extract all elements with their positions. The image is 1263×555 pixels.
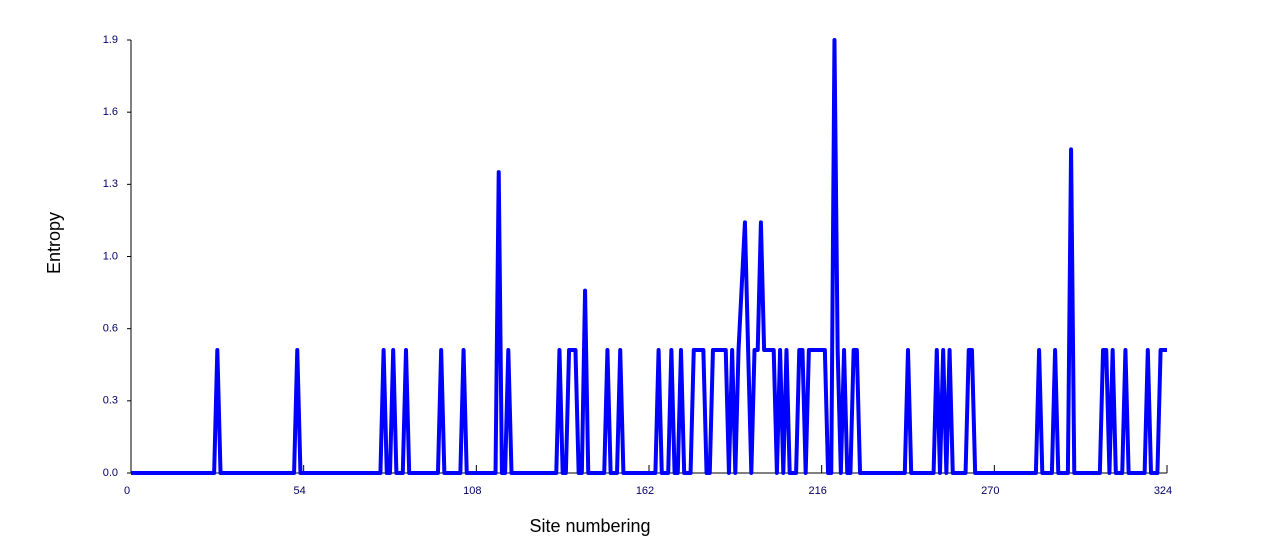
y-axis-title: Entropy [44,212,64,274]
x-tick-label: 0 [124,485,130,497]
y-tick-label: 1.9 [103,34,118,46]
y-tick-label: 0.6 [103,323,118,335]
y-tick-label: 1.6 [103,106,118,118]
x-tick-label: 54 [294,485,306,497]
x-tick-label: 162 [636,485,654,497]
x-tick-label: 270 [981,485,999,497]
y-tick-label: 1.0 [103,250,118,262]
x-tick-label: 108 [463,485,481,497]
y-tick-label: 0.0 [103,467,118,479]
y-tick-label: 0.3 [103,395,118,407]
x-tick-label: 216 [808,485,826,497]
entropy-line [131,38,1167,475]
y-tick-label: 1.3 [103,178,118,190]
x-tick-label: 324 [1154,485,1172,497]
x-axis-title: Site numbering [529,516,650,536]
